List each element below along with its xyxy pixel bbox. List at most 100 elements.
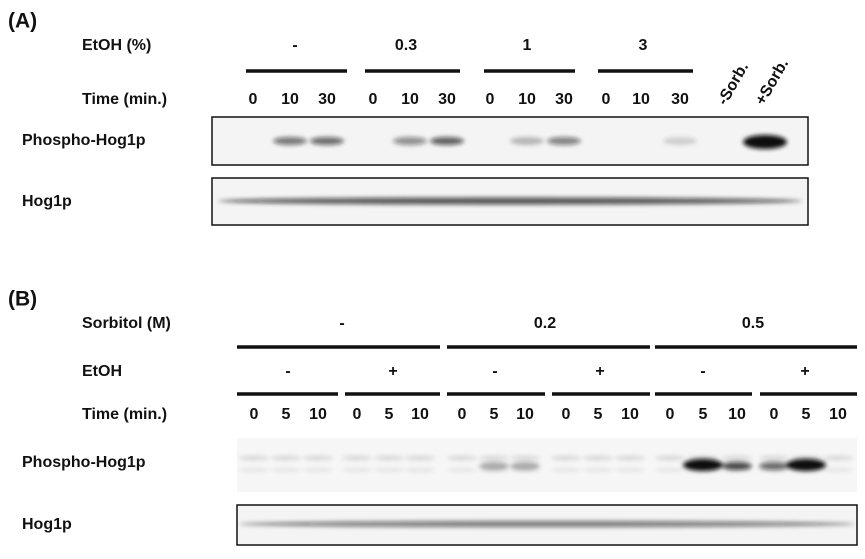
band (655, 456, 685, 461)
group-label: + (595, 363, 604, 380)
lane-label: 0 (353, 406, 362, 423)
lane-label: 10 (281, 91, 299, 108)
band (722, 456, 752, 461)
band (374, 456, 404, 461)
band (823, 456, 853, 461)
band (447, 456, 477, 461)
control-label: -Sorb. (714, 60, 752, 109)
lane-label: 0 (486, 91, 495, 108)
band (374, 468, 404, 472)
band (310, 137, 344, 145)
lane-label: 0 (249, 91, 258, 108)
band (551, 468, 581, 472)
lane-label: 0 (770, 406, 779, 423)
band (823, 468, 853, 472)
lane-label: 10 (728, 406, 746, 423)
band (615, 456, 645, 461)
lane-label: 5 (385, 406, 394, 423)
band (583, 468, 613, 472)
row-label: Time (min.) (82, 91, 167, 108)
lane-label: 10 (621, 406, 639, 423)
lane-label: 10 (632, 91, 650, 108)
band (510, 137, 544, 145)
lane-label: 0 (666, 406, 675, 423)
band (218, 198, 802, 205)
band (759, 462, 789, 470)
band (683, 459, 723, 471)
band (271, 468, 301, 472)
group-label: 0.2 (534, 315, 556, 332)
band (239, 456, 269, 461)
band (583, 456, 613, 461)
group-label: 3 (639, 37, 648, 54)
group-label: 0.5 (742, 315, 764, 332)
lane-label: 10 (518, 91, 536, 108)
band (342, 468, 372, 472)
band (342, 456, 372, 461)
row-label: EtOH (%) (82, 37, 151, 54)
band (273, 137, 307, 145)
group-label: - (492, 363, 497, 380)
group-label: + (800, 363, 809, 380)
band (405, 468, 435, 472)
lane-label: 5 (594, 406, 603, 423)
lane-label: 10 (516, 406, 534, 423)
figure: (A) EtOH (%) - 0.3 1 3 Time (min.) 0 10 30 0 10 30 0 1… (0, 0, 865, 559)
row-label: EtOH (82, 363, 122, 380)
blot-label: Hog1p (22, 193, 72, 210)
lane-label: 5 (490, 406, 499, 423)
group-label: + (388, 363, 397, 380)
band (393, 137, 427, 145)
lane-label: 0 (458, 406, 467, 423)
band (663, 137, 697, 145)
lane-label: 30 (555, 91, 573, 108)
group-label: 0.3 (395, 37, 417, 54)
band (510, 462, 540, 470)
lane-label: 0 (369, 91, 378, 108)
lane-label: 0 (250, 406, 259, 423)
band (239, 468, 269, 472)
lane-label: 5 (802, 406, 811, 423)
band (303, 456, 333, 461)
band (547, 137, 581, 145)
control-label: +Sorb. (752, 56, 792, 108)
band (759, 456, 789, 461)
lane-label: 0 (602, 91, 611, 108)
group-label: - (292, 37, 297, 54)
lane-label: 10 (309, 406, 327, 423)
panel-label: (A) (8, 10, 37, 33)
lane-label: 30 (438, 91, 456, 108)
row-label: Sorbitol (M) (82, 315, 171, 332)
group-label: - (285, 363, 290, 380)
band (655, 468, 685, 472)
band (551, 456, 581, 461)
blot-label: Hog1p (22, 516, 72, 533)
lane-label: 30 (318, 91, 336, 108)
band (239, 521, 855, 527)
lane-label: 10 (411, 406, 429, 423)
band (786, 459, 826, 471)
lane-label: 10 (401, 91, 419, 108)
band (430, 137, 464, 145)
group-label: 1 (523, 37, 532, 54)
band (479, 462, 509, 470)
panel-label: (B) (8, 288, 37, 311)
band (743, 135, 787, 149)
band (615, 468, 645, 472)
band (271, 456, 301, 461)
lane-label: 10 (829, 406, 847, 423)
band (510, 456, 540, 461)
band (479, 456, 509, 461)
lane-label: 5 (699, 406, 708, 423)
lane-label: 5 (282, 406, 291, 423)
blot-label: Phospho-Hog1p (22, 132, 146, 149)
band (303, 468, 333, 472)
group-label: - (339, 315, 344, 332)
blot-label: Phospho-Hog1p (22, 454, 146, 471)
band (722, 462, 752, 470)
lane-label: 0 (562, 406, 571, 423)
band (405, 456, 435, 461)
group-label: - (700, 363, 705, 380)
row-label: Time (min.) (82, 406, 167, 423)
lane-label: 30 (671, 91, 689, 108)
